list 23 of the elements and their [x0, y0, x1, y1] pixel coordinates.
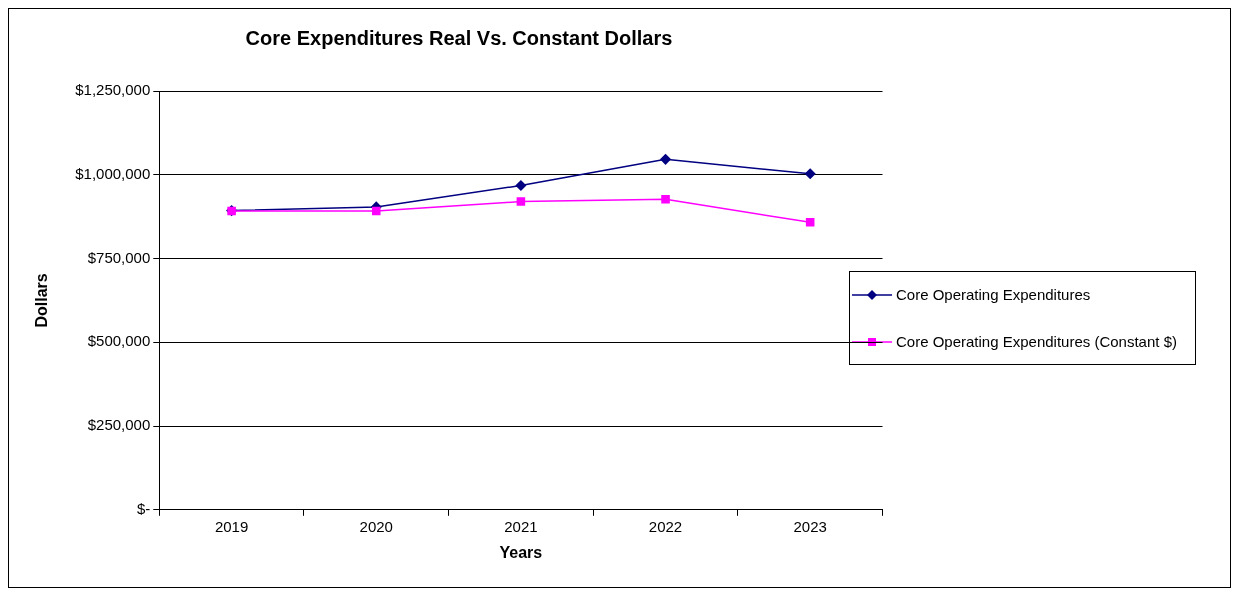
point: [805, 218, 815, 227]
x-tick-label: 2019: [214, 517, 249, 535]
point: [661, 194, 670, 204]
chart-title: Core Expenditures Real Vs. Constant Dollars: [245, 26, 673, 49]
x-tick-label: 2021: [504, 517, 538, 535]
point: [660, 154, 671, 165]
y-tick-label: $250,000: [87, 416, 151, 434]
x-tick-label: 2020: [359, 517, 393, 535]
legend-label: Core Operating Expenditures: [896, 286, 1091, 303]
y-axis-title: Dollars: [33, 273, 51, 328]
point: [371, 206, 381, 216]
x-axis-title: Years: [499, 543, 543, 561]
y-tick-label: $500,000: [87, 332, 151, 350]
x-tick-label: 2022: [648, 517, 683, 535]
x-tick-label: 2023: [793, 517, 827, 535]
y-tick-label: $-: [136, 499, 151, 517]
point: [515, 180, 527, 191]
y-tick-label: $1,000,000: [75, 164, 151, 182]
y-tick-label: $750,000: [87, 248, 151, 266]
point: [516, 197, 526, 206]
y-tick-label: $1,250,000: [75, 81, 151, 99]
legend-label: Core Operating Expenditures (Constant $): [896, 333, 1177, 350]
point: [804, 168, 816, 180]
